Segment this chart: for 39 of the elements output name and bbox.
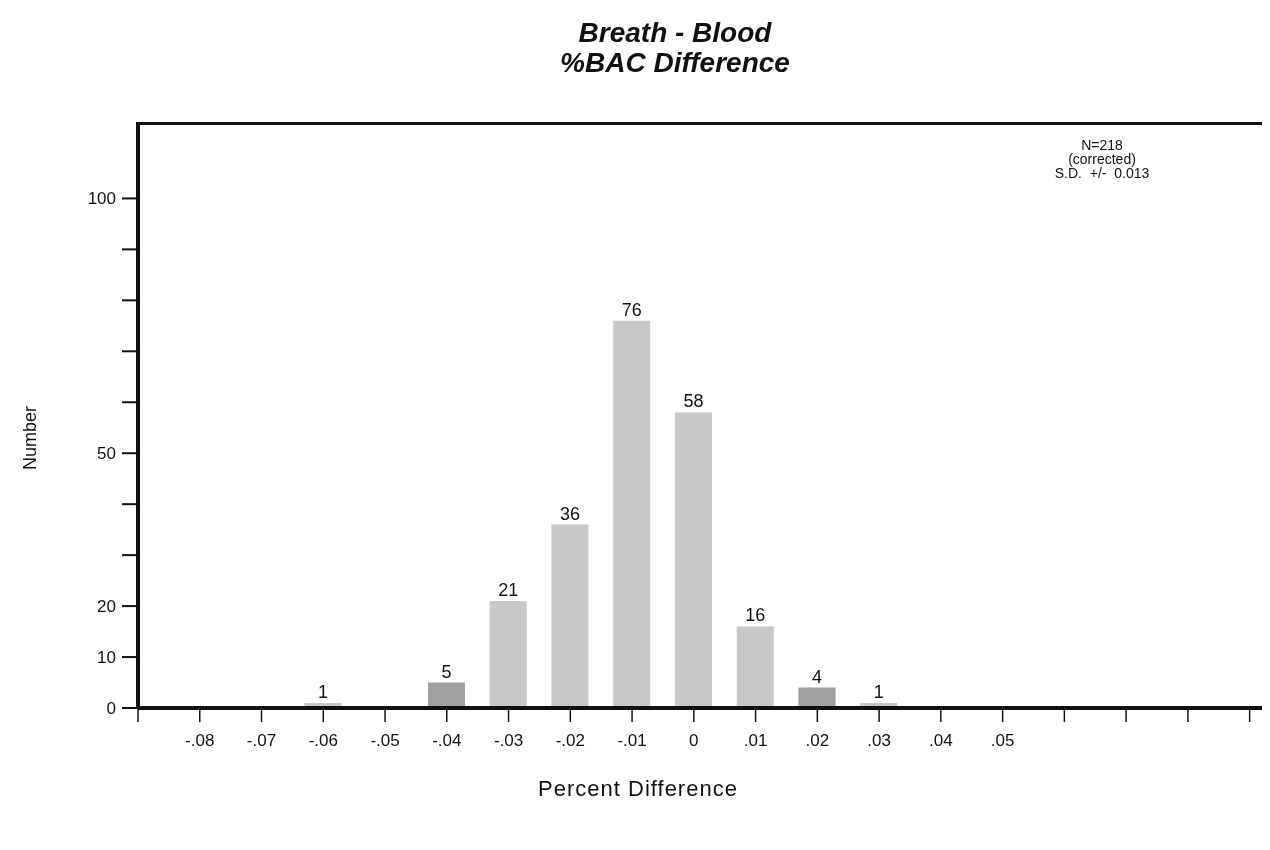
y-tick-label: 20 bbox=[97, 597, 116, 617]
x-tick-label: .05 bbox=[990, 731, 1015, 750]
y-tick-label: 50 bbox=[97, 444, 116, 464]
x-tick-label: -.01 bbox=[617, 731, 647, 750]
x-tick-label: -.06 bbox=[308, 731, 338, 750]
data-label: 1 bbox=[873, 681, 884, 702]
x-tick-label: .03 bbox=[867, 731, 891, 750]
x-tick-label: .04 bbox=[929, 731, 953, 750]
data-label: 58 bbox=[683, 391, 704, 412]
x-tick-label: .01 bbox=[743, 731, 768, 750]
bar bbox=[427, 682, 465, 708]
y-tick-label: 0 bbox=[106, 699, 116, 718]
data-label: 5 bbox=[441, 661, 452, 682]
data-label: 1 bbox=[317, 681, 328, 702]
annotation: N=218 (corrected) S.D. +/- 0.013 bbox=[1053, 137, 1151, 181]
x-tick-label: -.07 bbox=[246, 731, 277, 750]
x-axis-title: Percent Difference bbox=[537, 776, 739, 802]
x-tick-label: -.04 bbox=[432, 731, 462, 750]
chart-title: Breath - Blood %BAC Difference bbox=[559, 17, 791, 78]
data-label: 76 bbox=[621, 299, 642, 320]
bar bbox=[551, 524, 589, 708]
data-label: 21 bbox=[498, 579, 519, 600]
x-tick-label: 0 bbox=[689, 731, 699, 750]
x-tick-label: .02 bbox=[805, 731, 830, 750]
bar bbox=[674, 412, 712, 708]
y-tick-label: 100 bbox=[87, 189, 116, 209]
x-tick-label: -.05 bbox=[370, 731, 400, 750]
bar bbox=[489, 600, 527, 708]
bar bbox=[736, 626, 774, 708]
data-label: 16 bbox=[745, 605, 766, 626]
data-label: 4 bbox=[811, 666, 822, 687]
x-tick-label: -.02 bbox=[555, 731, 585, 750]
x-tick-label: -.08 bbox=[185, 731, 215, 750]
bar bbox=[613, 320, 651, 708]
x-tick-label: -.03 bbox=[493, 731, 524, 750]
y-tick-label: 10 bbox=[97, 648, 116, 668]
bar bbox=[798, 687, 836, 708]
data-label: 36 bbox=[559, 503, 580, 524]
y-axis-title: Number bbox=[20, 405, 41, 471]
